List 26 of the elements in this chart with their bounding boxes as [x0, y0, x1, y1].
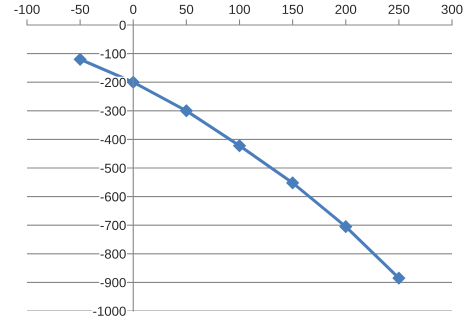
x-tick-label: -100 [14, 4, 40, 14]
x-tick-label: 0 [130, 4, 136, 14]
y-tick-label: -400 [100, 134, 126, 144]
y-tick-label: -800 [100, 249, 126, 259]
x-tick-label: 250 [388, 4, 410, 14]
y-tick-label: -100 [100, 49, 126, 59]
y-tick-label: -1000 [93, 306, 126, 316]
point [339, 220, 352, 234]
point [392, 272, 406, 285]
y-tick-label: -300 [100, 106, 126, 116]
y-tick-label: -700 [100, 220, 126, 230]
x-tick-label: 300 [441, 4, 462, 14]
x-tick-label: 150 [282, 4, 304, 14]
y-tick-label: -500 [100, 164, 126, 173]
y-tick-label: -600 [100, 192, 126, 202]
y-tick-label: 0 [119, 20, 126, 30]
point [180, 104, 193, 118]
y-tick-label: -200 [100, 78, 126, 88]
point [74, 52, 87, 66]
x-tick-label: 200 [335, 4, 356, 14]
x-tick-label: 50 [180, 4, 194, 14]
point [233, 139, 246, 152]
x-tick-label: 100 [230, 4, 250, 14]
y-tick-label: -900 [100, 278, 126, 288]
x-tick-label: -50 [71, 4, 90, 14]
point [286, 176, 300, 190]
